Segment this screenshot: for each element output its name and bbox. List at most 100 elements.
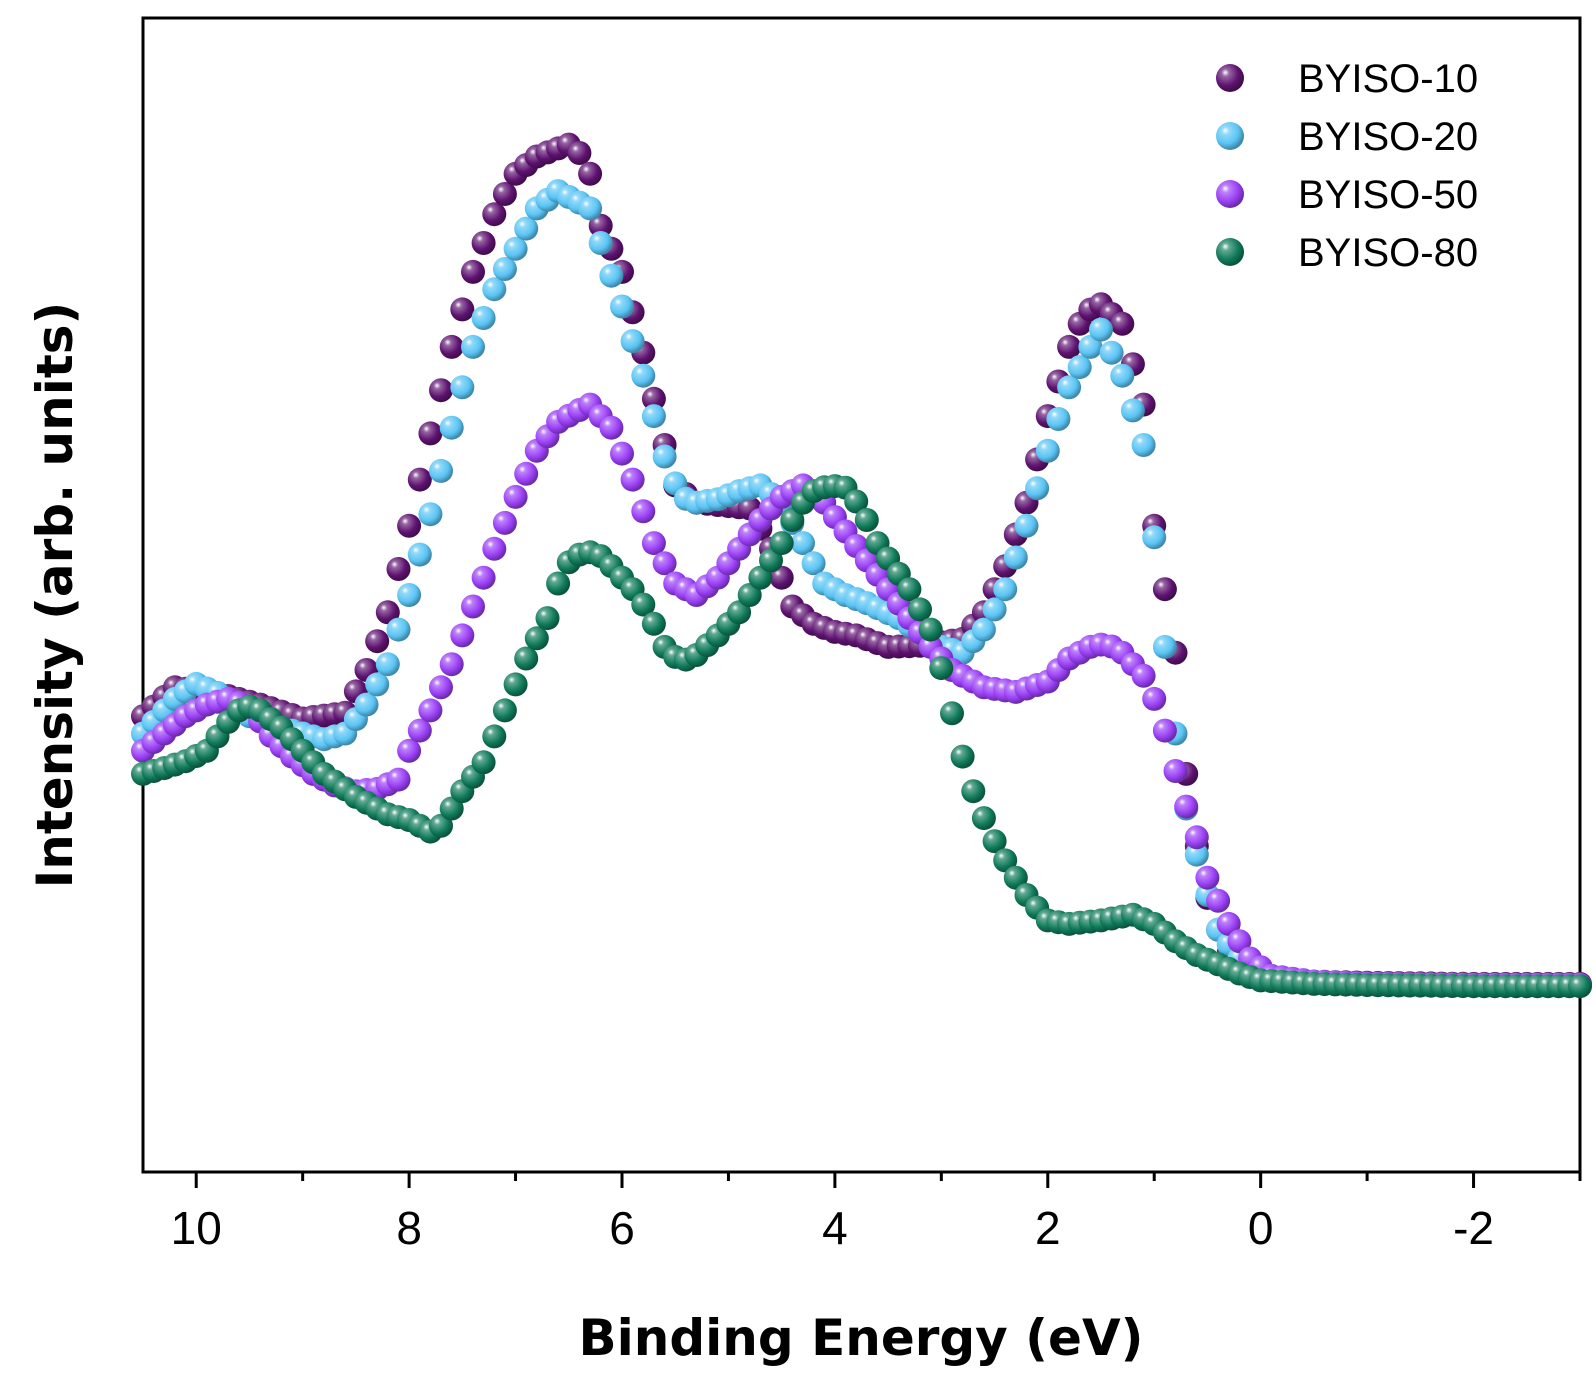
data-point	[1195, 865, 1220, 890]
data-point	[407, 467, 432, 492]
data-point	[971, 617, 996, 642]
data-point	[1067, 355, 1092, 380]
data-point	[375, 600, 400, 625]
data-point	[471, 306, 496, 330]
data-point	[1174, 794, 1199, 819]
data-point	[780, 508, 805, 532]
data-point	[982, 597, 1007, 622]
data-point	[461, 259, 485, 284]
data-point	[471, 231, 496, 255]
data-point	[1046, 407, 1071, 431]
data-point	[940, 701, 964, 726]
data-point	[450, 623, 475, 648]
data-point	[461, 594, 485, 619]
data-point	[759, 548, 783, 573]
data-point	[397, 513, 422, 538]
data-point	[1131, 663, 1156, 688]
legend-label: BYISO-10	[1298, 57, 1478, 101]
data-point	[514, 646, 539, 671]
series-byiso-80	[131, 474, 1592, 999]
legend-marker	[1216, 238, 1244, 266]
data-point	[599, 263, 624, 288]
data-point	[439, 415, 464, 440]
data-point	[439, 334, 464, 359]
legend-marker	[1216, 180, 1244, 208]
data-point	[503, 236, 528, 261]
data-point	[1216, 911, 1241, 936]
data-point	[567, 141, 592, 165]
data-point	[482, 202, 507, 227]
data-point	[971, 806, 996, 831]
data-point	[769, 531, 794, 556]
data-point	[429, 813, 453, 838]
data-point	[1142, 686, 1167, 711]
plot-area	[131, 16, 1592, 1188]
data-point	[1110, 363, 1135, 388]
y-axis-title: Intensity (arb. units)	[26, 302, 84, 889]
data-point	[482, 536, 507, 561]
data-point	[492, 510, 517, 535]
data-point	[1184, 842, 1209, 867]
data-point	[1120, 398, 1145, 423]
data-point	[386, 617, 411, 642]
data-point	[524, 626, 549, 651]
data-point	[429, 675, 453, 700]
data-point	[471, 750, 496, 775]
data-point	[1014, 513, 1039, 538]
data-point	[929, 656, 954, 681]
data-point	[1099, 340, 1124, 365]
data-point	[365, 629, 390, 654]
data-point	[1206, 888, 1231, 913]
data-point	[1003, 865, 1028, 890]
data-point	[1131, 433, 1156, 457]
legend-marker	[1216, 64, 1244, 92]
data-point	[610, 441, 634, 466]
data-point	[450, 297, 475, 322]
x-tick-label: -2	[1453, 1202, 1494, 1254]
data-point	[620, 467, 645, 492]
data-point	[791, 531, 815, 556]
data-point	[631, 363, 656, 388]
legend-item: BYISO-10	[1216, 57, 1478, 101]
legend-label: BYISO-20	[1298, 115, 1478, 159]
data-point	[652, 551, 677, 576]
legend: BYISO-10 BYISO-20 BYISO-50 BYISO-80	[1216, 57, 1478, 275]
data-point	[727, 600, 752, 625]
data-point	[546, 571, 571, 596]
data-point	[578, 161, 603, 186]
data-point	[1163, 759, 1188, 783]
data-point	[1057, 375, 1082, 400]
data-point	[578, 196, 603, 221]
data-point	[588, 231, 613, 255]
data-point	[918, 617, 943, 642]
x-axis-ticks	[194, 1172, 1582, 1188]
data-point	[588, 213, 613, 238]
data-point	[993, 848, 1018, 873]
data-point	[514, 461, 539, 486]
data-point	[354, 692, 379, 717]
data-point	[641, 531, 666, 556]
data-point	[503, 672, 528, 697]
data-point	[514, 216, 539, 241]
data-point	[610, 294, 634, 319]
data-point	[439, 652, 464, 677]
data-point	[1110, 311, 1135, 336]
data-point	[1078, 334, 1103, 359]
data-point	[439, 796, 464, 821]
data-point	[386, 767, 411, 792]
data-point	[652, 444, 677, 469]
data-point	[418, 698, 443, 723]
data-point	[1035, 438, 1060, 463]
data-point	[961, 779, 986, 804]
data-point	[418, 502, 443, 527]
data-point	[854, 508, 879, 532]
data-point	[1142, 525, 1167, 550]
data-point	[365, 672, 390, 697]
data-point	[482, 277, 507, 302]
data-point	[1227, 929, 1252, 954]
x-tick-label: 8	[396, 1202, 422, 1254]
data-point	[641, 386, 666, 411]
data-point	[1089, 317, 1113, 342]
data-point	[492, 257, 517, 281]
